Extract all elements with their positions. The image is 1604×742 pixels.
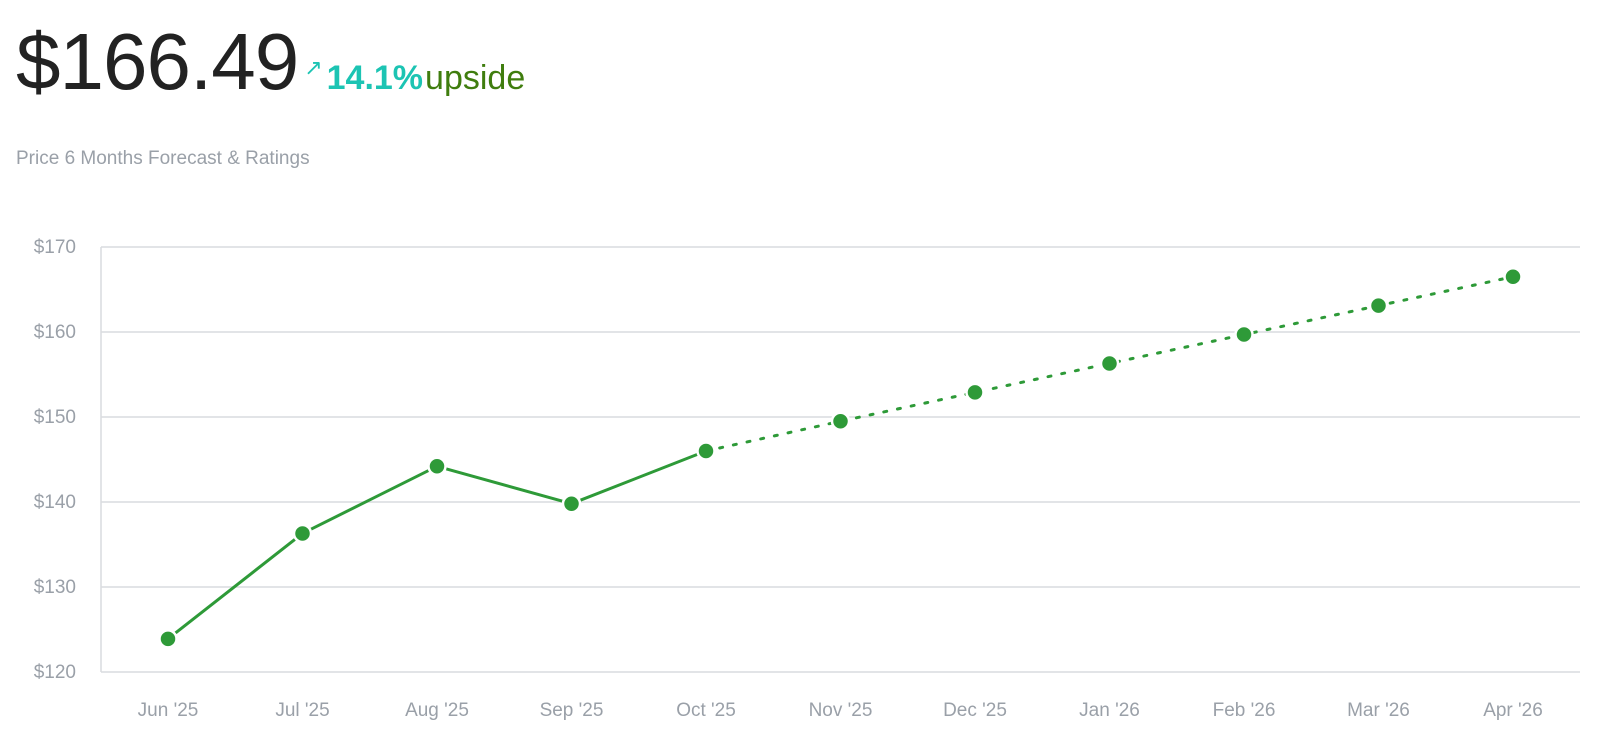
x-tick-label: Dec '25 <box>943 700 1007 721</box>
x-tick-label: Mar '26 <box>1347 700 1410 721</box>
y-tick-label: $120 <box>34 662 76 683</box>
y-tick-label: $160 <box>34 322 76 343</box>
x-tick-label: Apr '26 <box>1483 700 1543 721</box>
data-point <box>292 523 313 544</box>
data-point <box>561 493 582 514</box>
data-point <box>696 441 716 461</box>
data-point <box>158 629 178 649</box>
arrow-up-right-icon: ↗ <box>304 55 323 80</box>
chart-subtitle: Price 6 Months Forecast & Ratings <box>16 148 310 169</box>
x-tick-label: Aug '25 <box>405 700 469 721</box>
upside-label: upside <box>425 59 526 97</box>
x-tick-label: Feb '26 <box>1213 700 1276 721</box>
data-point <box>1368 295 1389 316</box>
price-header: $166.49 ↗ 14.1% upside <box>16 22 525 102</box>
x-tick-label: Jul '25 <box>275 700 329 721</box>
y-tick-label: $140 <box>34 492 76 513</box>
x-tick-label: Oct '25 <box>676 700 736 721</box>
x-tick-label: Jun '25 <box>138 700 199 721</box>
data-point <box>830 411 851 431</box>
data-point <box>965 382 985 403</box>
x-tick-label: Sep '25 <box>540 700 604 721</box>
y-tick-label: $130 <box>34 577 76 598</box>
x-tick-label: Nov '25 <box>809 700 873 721</box>
y-tick-label: $170 <box>34 237 76 258</box>
data-point <box>1099 353 1120 374</box>
data-point <box>1234 324 1254 345</box>
upside-percent: 14.1% <box>326 59 424 97</box>
y-tick-label: $150 <box>34 407 76 428</box>
data-point <box>427 456 447 477</box>
x-tick-label: Jan '26 <box>1079 700 1140 721</box>
history-line <box>167 449 707 641</box>
forecast-price: $166.49 <box>16 17 299 106</box>
data-point <box>1503 267 1523 287</box>
